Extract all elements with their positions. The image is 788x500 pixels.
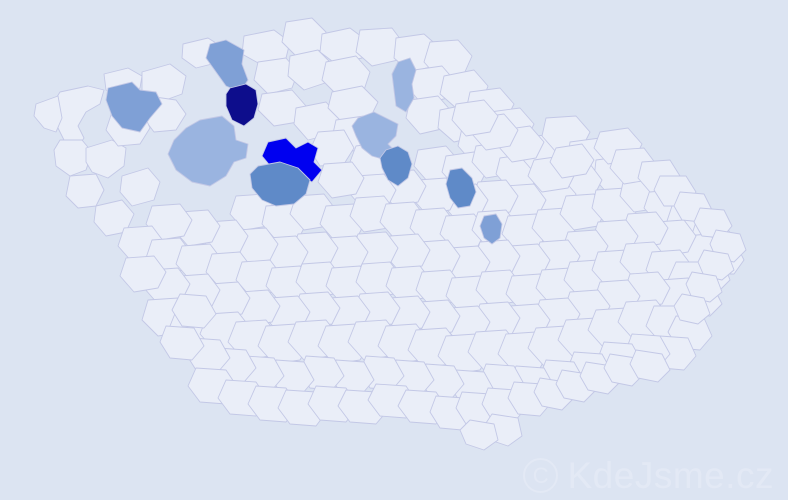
- district-highlighted[interactable]: [106, 82, 162, 132]
- district-highlighted[interactable]: [392, 58, 416, 112]
- copyright-icon: [523, 458, 559, 493]
- district-highlighted[interactable]: [250, 162, 310, 206]
- district-layer-base: [34, 18, 746, 450]
- district-highlighted[interactable]: [446, 168, 476, 208]
- watermark: KdeJsme.cz: [523, 457, 774, 494]
- district-highlighted[interactable]: [480, 214, 502, 244]
- district-highlighted[interactable]: [168, 116, 248, 186]
- district-highlighted[interactable]: [206, 40, 248, 92]
- district-layer-highlighted[interactable]: [106, 40, 502, 244]
- watermark-text: KdeJsme.cz: [567, 455, 774, 496]
- district-highlighted[interactable]: [226, 84, 258, 126]
- district-highlighted[interactable]: [380, 146, 412, 186]
